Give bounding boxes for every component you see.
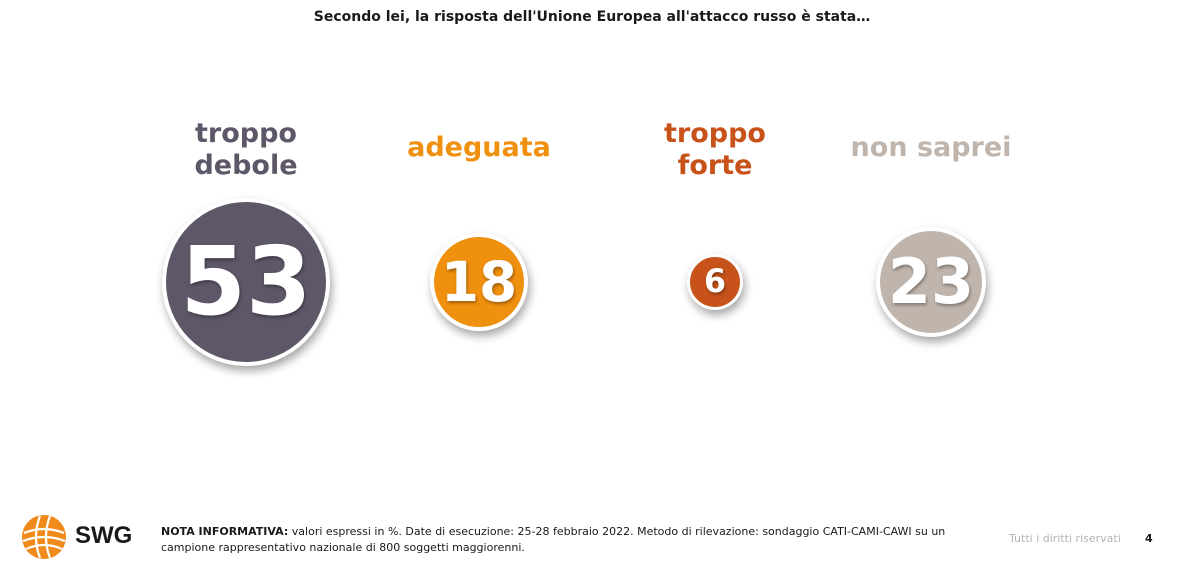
category-label-4: non saprei: [850, 132, 1012, 163]
page-title: Secondo lei, la risposta dell'Unione Eur…: [313, 9, 871, 25]
bubble-value-4: 23: [875, 226, 987, 338]
rights-text: Tutti i diritti riservati: [1009, 532, 1121, 545]
swg-logo-icon: [22, 515, 66, 559]
logo-text: SWG: [75, 522, 133, 549]
bubble-value-1: 53: [162, 198, 330, 366]
footnote-text: valori espressi in %. Date di esecuzione…: [161, 525, 946, 554]
category-label-3: troppo forte: [664, 118, 766, 181]
category-label-1: troppo debole: [194, 118, 298, 181]
bubble-value-3: 6: [686, 253, 744, 311]
category-label-2: adeguata: [407, 132, 551, 163]
bubble-value-2: 18: [430, 233, 528, 331]
page-number: 4: [1145, 532, 1153, 545]
footnote: NOTA INFORMATIVA: valori espressi in %. …: [161, 524, 991, 556]
footnote-label: NOTA INFORMATIVA:: [161, 525, 289, 538]
